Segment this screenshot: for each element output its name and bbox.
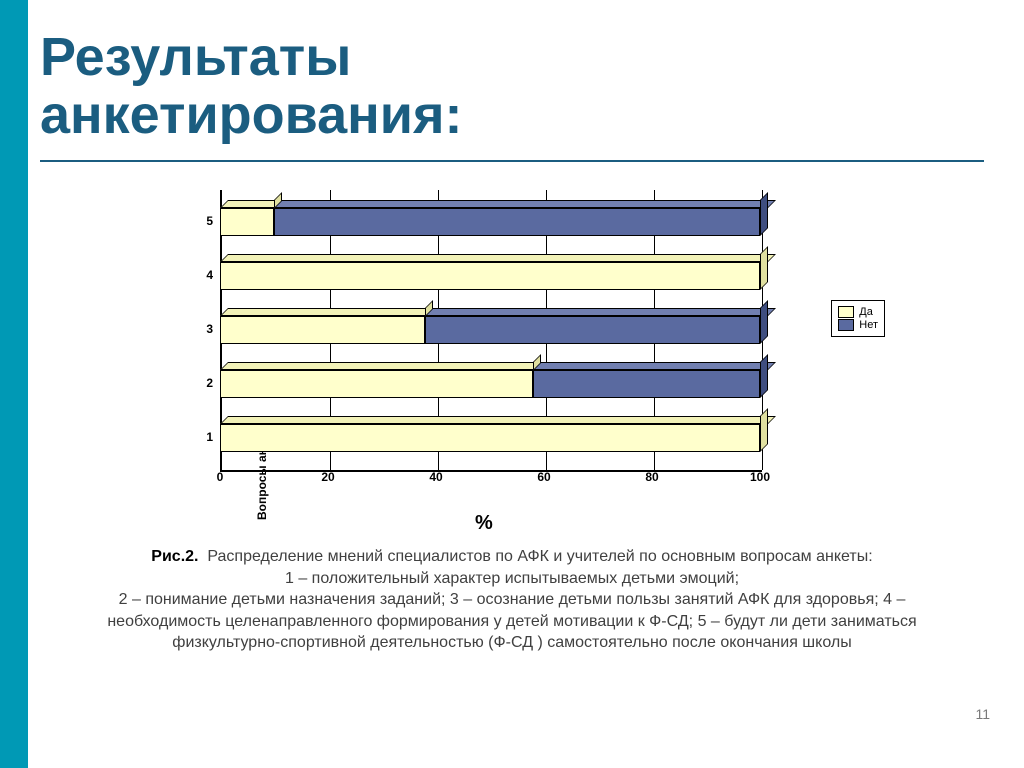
title-underline [40,160,984,162]
y-tick-label: 4 [143,268,213,282]
y-tick-label: 5 [143,214,213,228]
y-tick-label: 2 [143,376,213,390]
x-tick-label: 80 [632,470,672,484]
chart-bar [220,424,760,452]
y-tick-label: 1 [143,430,213,444]
slide: Результаты анкетирования: Вопросы анкеты… [0,0,1024,768]
chart-legend: Да Нет [831,300,885,337]
x-axis-label: % [475,512,493,535]
x-tick-label: 40 [416,470,456,484]
survey-chart: Вопросы анкеты % Да Нет 0204060801001234… [135,180,875,520]
slide-title: Результаты анкетирования: [40,28,984,145]
chart-bar [220,370,533,398]
x-tick-label: 20 [308,470,348,484]
caption-line-2: 1 – положительный характер испытываемых … [285,570,739,587]
legend-label: Нет [859,319,878,331]
x-tick-label: 100 [740,470,780,484]
title-line-1: Результаты [40,28,984,86]
y-tick-label: 3 [143,322,213,336]
chart-bar [533,370,760,398]
legend-label: Да [859,306,873,318]
caption-line-1: Распределение мнений специалистов по АФК… [207,548,872,565]
chart-bar [425,316,760,344]
x-tick-label: 0 [200,470,240,484]
caption-line-3: 2 – понимание детьми назначения заданий;… [107,591,916,651]
chart-bar [220,208,274,236]
figure-caption: Рис.2. Распределение мнений специалистов… [60,546,964,654]
legend-swatch-yes [838,306,854,318]
legend-swatch-no [838,319,854,331]
title-line-2: анкетирования: [40,86,984,144]
legend-item-no: Нет [838,319,878,331]
side-accent-bar [0,0,28,768]
chart-bar [274,208,760,236]
x-tick-label: 60 [524,470,564,484]
page-number: 11 [975,706,990,722]
chart-bar [220,316,425,344]
caption-lead: Рис.2. [151,548,198,565]
legend-item-yes: Да [838,306,878,318]
chart-bar [220,262,760,290]
